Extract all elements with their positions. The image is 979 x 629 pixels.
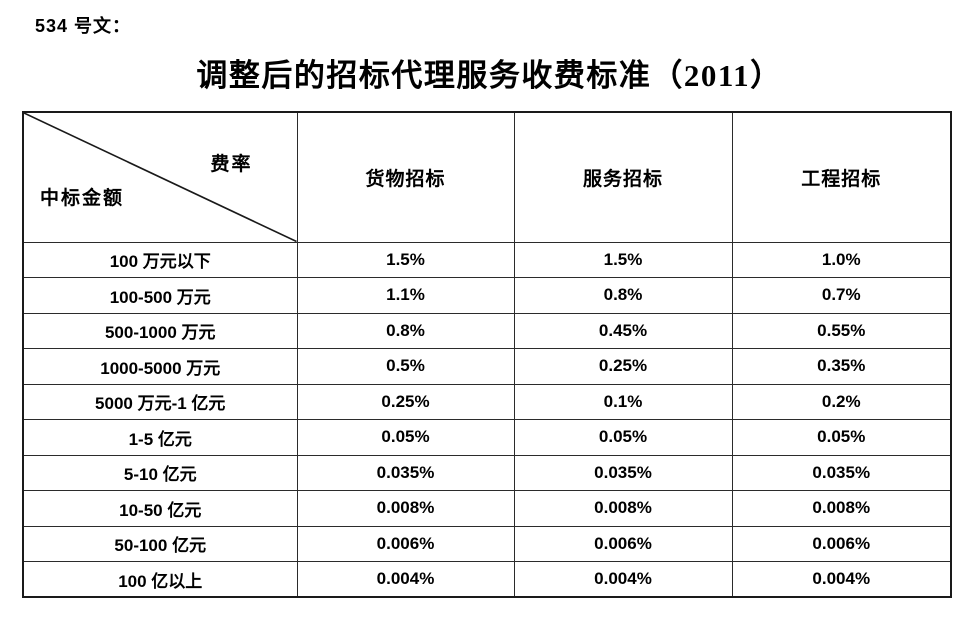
page-title: 调整后的招标代理服务收费标准（2011） — [196, 58, 783, 93]
column-header-engineering: 工程招标 — [731, 111, 952, 243]
header-row: 费率 中标金额 货物招标 服务招标 工程招标 — [22, 111, 952, 243]
rate-cell: 0.035% — [296, 454, 515, 491]
table-row: 500-1000 万元 0.8% 0.45% 0.55% — [22, 312, 952, 349]
rate-cell: 0.008% — [513, 490, 733, 527]
row-label: 100 万元以下 — [22, 241, 298, 278]
table-row: 100 万元以下 1.5% 1.5% 1.0% — [22, 241, 952, 278]
rate-cell: 0.35% — [731, 348, 952, 385]
rate-cell: 0.45% — [513, 312, 733, 349]
rate-cell: 0.035% — [731, 454, 952, 491]
rate-cell: 0.05% — [296, 419, 515, 456]
table-row: 10-50 亿元 0.008% 0.008% 0.008% — [22, 490, 952, 527]
rate-cell: 0.8% — [296, 312, 515, 349]
rate-cell: 0.008% — [731, 490, 952, 527]
row-label: 100 亿以上 — [22, 561, 298, 598]
rate-cell: 1.5% — [296, 241, 515, 278]
row-label: 1-5 亿元 — [22, 419, 298, 456]
row-label: 100-500 万元 — [22, 277, 298, 314]
corner-header-cell: 费率 中标金额 — [22, 111, 298, 243]
rate-cell: 0.25% — [296, 383, 515, 420]
rate-cell: 0.008% — [296, 490, 515, 527]
rate-cell: 0.004% — [513, 561, 733, 598]
rate-cell: 0.55% — [731, 312, 952, 349]
table-row: 100 亿以上 0.004% 0.004% 0.004% — [22, 561, 952, 598]
table-row: 5-10 亿元 0.035% 0.035% 0.035% — [22, 454, 952, 491]
row-label: 500-1000 万元 — [22, 312, 298, 349]
rate-cell: 0.006% — [296, 525, 515, 562]
rate-cell: 0.006% — [513, 525, 733, 562]
rate-cell: 1.0% — [731, 241, 952, 278]
rate-cell: 0.25% — [513, 348, 733, 385]
column-header-services: 服务招标 — [513, 111, 733, 243]
rate-cell: 0.7% — [731, 277, 952, 314]
rate-cell: 0.05% — [731, 419, 952, 456]
rate-cell: 0.006% — [731, 525, 952, 562]
corner-label-amount: 中标金额 — [40, 188, 125, 209]
rate-cell: 1.5% — [513, 241, 733, 278]
table-row: 5000 万元-1 亿元 0.25% 0.1% 0.2% — [22, 383, 952, 420]
row-label: 10-50 亿元 — [22, 490, 298, 527]
rate-cell: 0.1% — [513, 383, 733, 420]
row-label: 5000 万元-1 亿元 — [22, 383, 298, 420]
row-label: 1000-5000 万元 — [22, 348, 298, 385]
rate-cell: 0.8% — [513, 277, 733, 314]
row-label: 50-100 亿元 — [22, 525, 298, 562]
rate-cell: 0.5% — [296, 348, 515, 385]
rate-cell: 0.05% — [513, 419, 733, 456]
rate-cell: 0.004% — [296, 561, 515, 598]
column-header-goods: 货物招标 — [296, 111, 515, 243]
table-row: 1000-5000 万元 0.5% 0.25% 0.35% — [22, 348, 952, 385]
diagonal-divider-line — [24, 113, 297, 242]
doc-number-label: 534 号文： — [35, 16, 132, 36]
rate-cell: 1.1% — [296, 277, 515, 314]
corner-label-rate: 费率 — [210, 154, 253, 175]
rate-cell: 0.035% — [513, 454, 733, 491]
rate-cell: 0.2% — [731, 383, 952, 420]
table-row: 50-100 亿元 0.006% 0.006% 0.006% — [22, 525, 952, 562]
table-row: 100-500 万元 1.1% 0.8% 0.7% — [22, 277, 952, 314]
fee-rate-table: 费率 中标金额 货物招标 服务招标 工程招标 100 万元以下 1.5% 1.5… — [22, 111, 952, 598]
table-row: 1-5 亿元 0.05% 0.05% 0.05% — [22, 419, 952, 456]
row-label: 5-10 亿元 — [22, 454, 298, 491]
rate-cell: 0.004% — [731, 561, 952, 598]
